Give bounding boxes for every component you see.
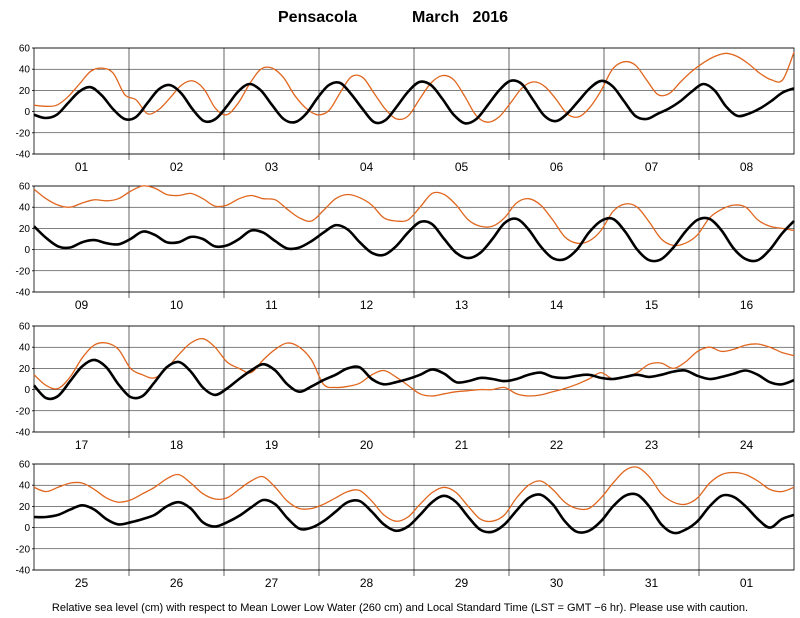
- day-label: 19: [265, 438, 279, 452]
- day-label: 05: [455, 160, 469, 174]
- y-tick-label: 20: [19, 86, 31, 97]
- panel-2: 60 40 20 0 -20 -40 09 10 11 12 13 14 15 16: [16, 182, 795, 312]
- day-label: 09: [75, 298, 89, 312]
- day-label: 01: [75, 160, 89, 174]
- day-label: 26: [170, 576, 184, 590]
- panel-frame: [33, 47, 795, 155]
- y-tick-label: 0: [24, 385, 30, 396]
- day-label: 06: [550, 160, 564, 174]
- y-tick-label: 60: [19, 44, 31, 55]
- day-label: 18: [170, 438, 184, 452]
- predicted-series-line: [33, 492, 795, 535]
- y-tick-label: 20: [19, 502, 31, 513]
- predicted-series-line: [33, 216, 795, 263]
- y-tick-label: -40: [16, 566, 31, 577]
- day-label: 14: [550, 298, 564, 312]
- panel-1: 60 40 20 0 -20 -40 01 02 03 04 05 06 07 08: [16, 44, 795, 174]
- day-label: 28: [360, 576, 374, 590]
- day-label: 30: [550, 576, 564, 590]
- panel-frame: [33, 185, 795, 293]
- day-label: 13: [455, 298, 469, 312]
- y-tick-label: -20: [16, 544, 31, 555]
- y-tick-label: -40: [16, 150, 31, 161]
- y-tick-label: -20: [16, 128, 31, 139]
- day-label: 20: [360, 438, 374, 452]
- day-label: 31: [645, 576, 659, 590]
- day-label: 07: [645, 160, 659, 174]
- y-tick-label: 20: [19, 364, 31, 375]
- day-label: 04: [360, 160, 374, 174]
- day-label: 22: [550, 438, 564, 452]
- y-tick-label: -40: [16, 428, 31, 439]
- y-tick-label: 60: [19, 322, 31, 333]
- day-label: 29: [455, 576, 469, 590]
- panels-group: 60 40 20 0 -20 -40 01 02 03 04 05 06 07 08 60 40 20 0 -20 -…: [16, 44, 795, 590]
- y-tick-label: -20: [16, 406, 31, 417]
- y-tick-label: 40: [19, 65, 31, 76]
- day-label: 21: [455, 438, 469, 452]
- day-label: 24: [740, 438, 754, 452]
- y-tick-label: 0: [24, 523, 30, 534]
- y-tick-label: 40: [19, 203, 31, 214]
- footer-note: Relative sea level (cm) with respect to …: [52, 602, 748, 614]
- day-label: 03: [265, 160, 279, 174]
- day-label: 08: [740, 160, 754, 174]
- station-title: Pensacola: [278, 9, 357, 26]
- y-tick-label: 0: [24, 107, 30, 118]
- day-label: 15: [645, 298, 659, 312]
- y-tick-label: 60: [19, 460, 31, 471]
- predicted-series-line: [33, 79, 795, 125]
- y-tick-label: -40: [16, 288, 31, 299]
- day-label: 17: [75, 438, 89, 452]
- month-year-title: March 2016: [412, 9, 508, 26]
- predicted-series-line: [33, 358, 795, 401]
- day-label: 12: [360, 298, 374, 312]
- day-label: 23: [645, 438, 659, 452]
- panel-frame: [33, 325, 795, 433]
- y-tick-label: 40: [19, 481, 31, 492]
- day-label: 01: [740, 576, 754, 590]
- observed-series-line: [33, 51, 795, 123]
- y-tick-label: 40: [19, 343, 31, 354]
- day-label: 27: [265, 576, 279, 590]
- observed-series-line: [33, 185, 795, 247]
- day-label: 25: [75, 576, 89, 590]
- day-label: 10: [170, 298, 184, 312]
- y-tick-label: 0: [24, 245, 30, 256]
- day-label: 16: [740, 298, 754, 312]
- y-tick-label: 20: [19, 224, 31, 235]
- panel-3: 60 40 20 0 -20 -40 17 18 19 20 21 22 23 24: [16, 322, 795, 452]
- y-tick-label: 60: [19, 182, 31, 193]
- day-label: 11: [265, 298, 278, 312]
- y-tick-label: -20: [16, 266, 31, 277]
- day-label: 02: [170, 160, 184, 174]
- observed-series-line: [33, 466, 795, 523]
- panel-4: 60 40 20 0 -20 -40 25 26 27 28 29 30 31 01: [16, 460, 795, 590]
